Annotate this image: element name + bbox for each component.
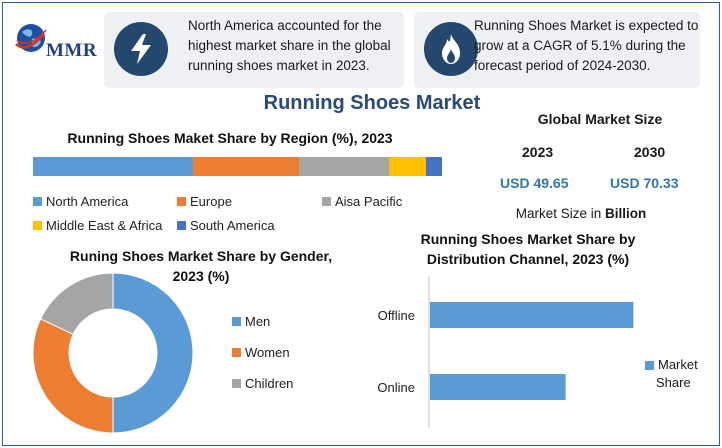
region-chart-title: Running Shoes Maket Share by Region (%),…: [67, 130, 393, 146]
global-market-size-title: Global Market Size: [537, 111, 663, 127]
legend-swatch: [177, 221, 186, 230]
distribution-chart-title: Running Shoes Market Share by Distributi…: [420, 231, 636, 267]
legend-swatch: [232, 379, 241, 388]
legend-swatch: [645, 360, 654, 370]
legend-swatch: [232, 348, 241, 357]
main-title: Running Shoes Market: [263, 92, 481, 114]
category-label-offline: Offline: [378, 308, 415, 323]
region-segment-aisa-pacific: [298, 157, 389, 176]
distribution-bar-chart: Offline Online: [377, 276, 634, 428]
market-size-2030-value: USD 70.33: [610, 175, 679, 191]
legend-item-children: Children: [232, 376, 293, 391]
legend-item-market-share: Market: [645, 356, 698, 374]
year-2023-label: 2023: [522, 144, 554, 160]
legend-item-women: Women: [232, 345, 290, 360]
distribution-legend: Market Share: [645, 356, 698, 392]
bar-online: [430, 374, 566, 400]
lightning-icon: [114, 22, 168, 76]
donut-slice-women: [32, 318, 114, 434]
info-box-cagr: Running Shoes Market is expected to grow…: [414, 12, 700, 88]
donut-slice-children: [39, 272, 114, 335]
legend-label: Aisa Pacific: [335, 194, 403, 209]
legend-item-europe: Europe: [177, 194, 232, 209]
globe-icon: [15, 24, 47, 52]
region-segment-middle-east-africa: [388, 157, 426, 176]
legend-item-south-america: South America: [177, 218, 275, 233]
gender-donut-chart: [32, 272, 194, 434]
legend-item-aisa-pacific: Aisa Pacific: [322, 194, 402, 209]
mmr-logo: MMR: [14, 20, 98, 64]
legend-label: Middle East & Africa: [46, 218, 163, 233]
market-size-unit: Market Size in Billion: [515, 206, 647, 221]
legend-label: Women: [245, 345, 290, 360]
legend-label: Children: [245, 376, 294, 391]
legend-item-north-america: North America: [33, 194, 128, 209]
legend-item-men: Men: [232, 314, 270, 329]
legend-label: Europe: [190, 194, 232, 209]
legend-swatch: [232, 317, 241, 326]
legend-swatch: [177, 197, 186, 206]
legend-swatch: [33, 197, 42, 206]
year-2030-label: 2030: [634, 144, 666, 160]
info-text: North America accounted for the highest …: [188, 18, 391, 73]
flame-icon: [424, 22, 478, 76]
region-segment-europe: [192, 157, 299, 176]
info-text: Running Shoes Market is expected to grow…: [474, 18, 699, 73]
bar-offline: [430, 302, 634, 328]
legend-label: North America: [46, 194, 129, 209]
legend-swatch: [33, 221, 42, 230]
region-segment-south-america: [425, 157, 442, 176]
region-stacked-bar: [33, 157, 442, 176]
market-size-2023-value: USD 49.65: [500, 175, 569, 191]
legend-label: South America: [190, 218, 275, 233]
info-box-north-america: North America accounted for the highest …: [104, 12, 404, 88]
donut-slice-men: [112, 272, 194, 434]
legend-item-middle-east-africa: Middle East & Africa: [33, 218, 162, 233]
category-label-online: Online: [377, 380, 415, 395]
logo-text: MMR: [46, 40, 98, 61]
legend-swatch: [322, 197, 331, 206]
region-segment-north-america: [33, 157, 193, 176]
gender-chart-title: Runing Shoes Market Share by Gender, 202…: [69, 248, 333, 284]
legend-label: Men: [245, 314, 271, 329]
